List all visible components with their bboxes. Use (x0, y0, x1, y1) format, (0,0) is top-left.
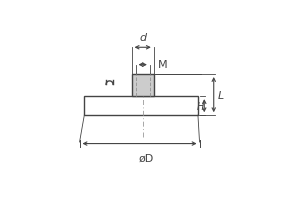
Bar (132, 75, 154, 97)
Text: L: L (218, 90, 224, 100)
Text: M: M (158, 60, 167, 70)
Text: d: d (139, 33, 146, 43)
Bar (84, 97, 198, 116)
Text: øD: øD (138, 153, 154, 162)
Text: H: H (196, 101, 204, 111)
